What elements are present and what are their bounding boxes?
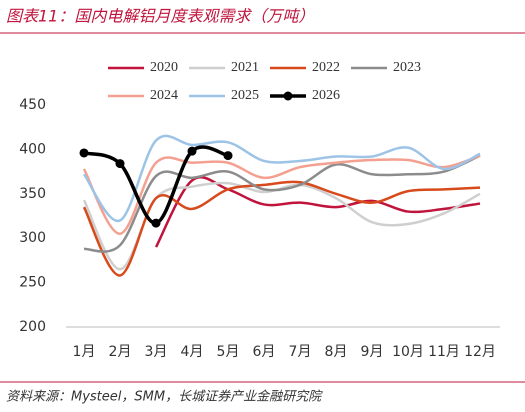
series-line <box>83 154 481 253</box>
series-line <box>82 180 481 277</box>
x-tick-label: 2月 <box>109 344 132 360</box>
point <box>151 218 161 228</box>
x-tick-label: 6月 <box>253 344 276 360</box>
legend-label: 2024 <box>150 88 178 103</box>
x-tick-label: 10月 <box>392 344 424 360</box>
chart-title: 图表11：国内电解铝月度表观需求（万吨） <box>6 7 314 26</box>
legend-marker <box>283 91 293 101</box>
y-tick-label: 450 <box>19 97 46 113</box>
y-tick-label: 250 <box>19 275 46 291</box>
point <box>115 159 125 169</box>
point <box>79 148 89 158</box>
x-tick-label: 4月 <box>181 344 204 360</box>
legend-label: 2026 <box>312 88 340 103</box>
x-tick-label: 7月 <box>289 344 312 360</box>
series-line <box>82 154 481 236</box>
source: 资料来源：Mysteel，SMM，长城证券产业金融研究院 <box>6 389 323 405</box>
y-tick-label: 300 <box>19 230 46 246</box>
point <box>223 151 233 161</box>
legend-label: 2023 <box>393 60 421 75</box>
legend-label: 2020 <box>150 60 178 75</box>
y-tick-label: 200 <box>19 319 46 335</box>
series-line <box>154 176 481 248</box>
x-tick-label: 11月 <box>428 344 460 360</box>
legend-label: 2021 <box>231 60 259 75</box>
series-line <box>82 134 481 222</box>
x-tick-label: 12月 <box>464 344 496 360</box>
x-tick-label: 8月 <box>325 344 348 360</box>
legend-label: 2025 <box>231 88 259 103</box>
x-tick-label: 5月 <box>217 344 240 360</box>
x-tick-label: 9月 <box>361 344 384 360</box>
y-tick-label: 350 <box>19 186 46 202</box>
x-tick-label: 3月 <box>145 344 168 360</box>
legend-label: 2022 <box>312 60 340 75</box>
point <box>187 146 197 156</box>
y-tick-label: 400 <box>19 141 46 157</box>
x-tick-label: 1月 <box>73 344 96 360</box>
